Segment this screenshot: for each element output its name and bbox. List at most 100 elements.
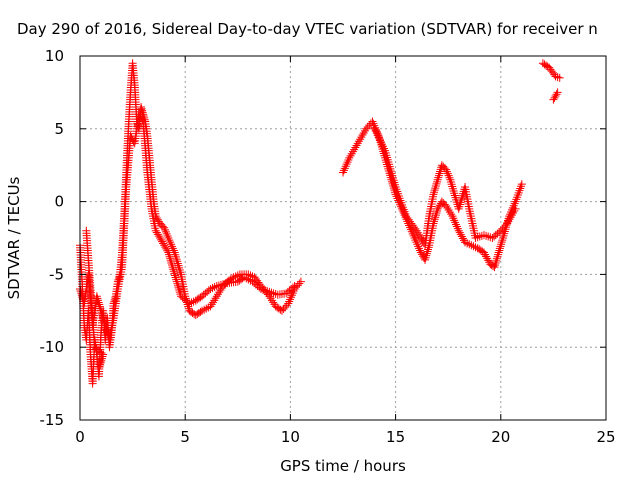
data-point	[435, 169, 444, 178]
data-point	[153, 230, 162, 239]
y-tick-label: 0	[54, 193, 64, 211]
data-point	[98, 352, 107, 361]
data-point	[421, 255, 430, 264]
x-tick-label: 15	[386, 428, 405, 446]
data-point	[174, 261, 183, 270]
data-point	[206, 302, 215, 311]
data-point	[550, 93, 559, 102]
data-point	[431, 211, 440, 220]
data-point	[432, 179, 441, 188]
data-point	[173, 259, 182, 268]
data-point	[447, 210, 456, 219]
data-point	[483, 254, 492, 263]
data-point	[175, 288, 184, 297]
data-point	[553, 88, 562, 97]
data-point	[228, 274, 237, 283]
data-point	[357, 133, 366, 142]
data-point	[433, 206, 442, 215]
data-point	[158, 237, 167, 246]
data-point	[495, 244, 504, 253]
data-point	[424, 245, 433, 254]
data-point	[77, 289, 86, 298]
data-point	[549, 95, 558, 104]
data-point	[216, 280, 225, 289]
data-point	[284, 299, 293, 308]
data-point	[422, 251, 431, 260]
data-point	[215, 288, 224, 297]
data-point	[137, 113, 146, 122]
data-point	[368, 117, 377, 126]
data-point	[348, 147, 357, 156]
data-point	[210, 283, 219, 292]
data-point	[138, 115, 147, 124]
data-point	[432, 209, 441, 218]
data-point	[187, 298, 196, 307]
data-point	[259, 285, 268, 294]
data-point	[447, 180, 456, 189]
data-point	[296, 277, 305, 286]
x-tick-label: 0	[75, 428, 85, 446]
data-point	[430, 188, 439, 197]
data-point	[510, 206, 519, 215]
data-point	[495, 228, 504, 237]
data-point	[261, 286, 270, 295]
data-point	[490, 263, 499, 272]
data-point	[445, 173, 454, 182]
data-point	[267, 288, 276, 297]
data-point	[97, 356, 106, 365]
data-point	[287, 293, 296, 302]
data-points	[76, 59, 564, 388]
data-point	[351, 143, 360, 152]
data-point	[265, 287, 274, 296]
data-point	[412, 238, 421, 247]
data-point	[497, 238, 506, 247]
data-point	[423, 247, 432, 256]
data-point	[433, 175, 442, 184]
data-point	[369, 119, 378, 128]
data-point	[166, 254, 175, 263]
data-point	[454, 204, 463, 213]
data-point	[437, 163, 446, 172]
data-point	[174, 283, 183, 292]
data-point	[157, 235, 166, 244]
data-point	[342, 160, 351, 169]
data-point	[479, 231, 488, 240]
data-point	[491, 258, 500, 267]
y-tick-label: 10	[45, 47, 64, 65]
data-point	[451, 218, 460, 227]
data-point	[97, 354, 106, 363]
data-point	[295, 279, 304, 288]
data-point	[100, 317, 109, 326]
data-point	[455, 228, 464, 237]
data-point	[353, 139, 362, 148]
data-point	[207, 300, 216, 309]
data-point	[424, 243, 433, 252]
plot-frame	[79, 55, 607, 421]
data-point	[434, 171, 443, 180]
data-point	[415, 246, 424, 255]
data-point	[92, 292, 101, 301]
data-point	[95, 302, 104, 311]
data-point	[269, 289, 278, 298]
axis-ticks: 0 5 10 15 20 25 -15 -10 -5 0 5 10	[40, 47, 616, 446]
data-point	[99, 350, 108, 359]
data-point	[164, 234, 173, 242]
data-point	[452, 220, 461, 229]
data-point	[493, 252, 502, 261]
data-point	[442, 201, 451, 210]
data-point	[159, 239, 168, 248]
y-tick-label: -10	[40, 338, 65, 356]
data-point	[497, 240, 506, 249]
data-point	[165, 252, 174, 261]
data-point	[457, 193, 466, 202]
data-point	[442, 165, 451, 174]
data-point	[430, 215, 439, 224]
data-point	[456, 230, 465, 239]
data-point	[173, 281, 182, 290]
data-point	[417, 250, 426, 259]
data-point	[431, 213, 440, 222]
data-point	[359, 128, 368, 137]
data-point	[481, 250, 490, 259]
data-point	[443, 204, 452, 213]
data-point	[267, 296, 276, 305]
